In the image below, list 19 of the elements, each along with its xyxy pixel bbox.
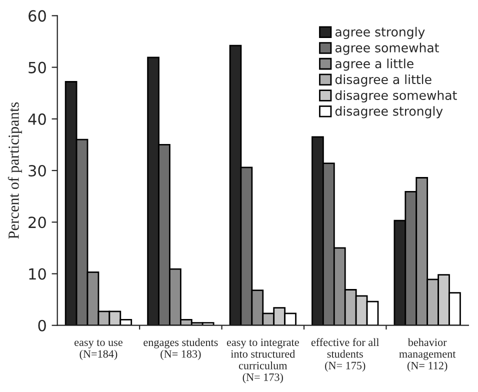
x-tick-label: easy to integrate into structured curriculum (N= 173) <box>226 338 299 384</box>
legend-label: agree strongly <box>335 26 425 40</box>
y-tick-label: 30 <box>28 164 46 177</box>
legend-label: disagree a little <box>335 74 432 87</box>
legend-label: agree somewhat <box>335 42 439 55</box>
x-tick-label: easy to use (N=184) <box>74 340 122 360</box>
x-tick-label: behavior management (N= 112) <box>399 338 456 372</box>
legend-label: disagree somewhat <box>335 90 457 102</box>
y-tick-label: 0 <box>38 320 46 332</box>
y-tick-label: 10 <box>29 268 46 280</box>
legend-label: disagree strongly <box>335 106 443 118</box>
y-tick-label: 20 <box>28 216 46 228</box>
y-tick-label: 40 <box>28 113 46 125</box>
y-tick-label: 60 <box>28 10 46 22</box>
y-axis-title: Percent of participants <box>8 102 22 239</box>
legend-label: agree a little <box>335 58 414 71</box>
y-tick-label: 50 <box>28 62 46 74</box>
x-tick-label: engages students (N= 183) <box>144 338 218 360</box>
x-tick-label: effective for all students (N= 175) <box>311 338 380 372</box>
